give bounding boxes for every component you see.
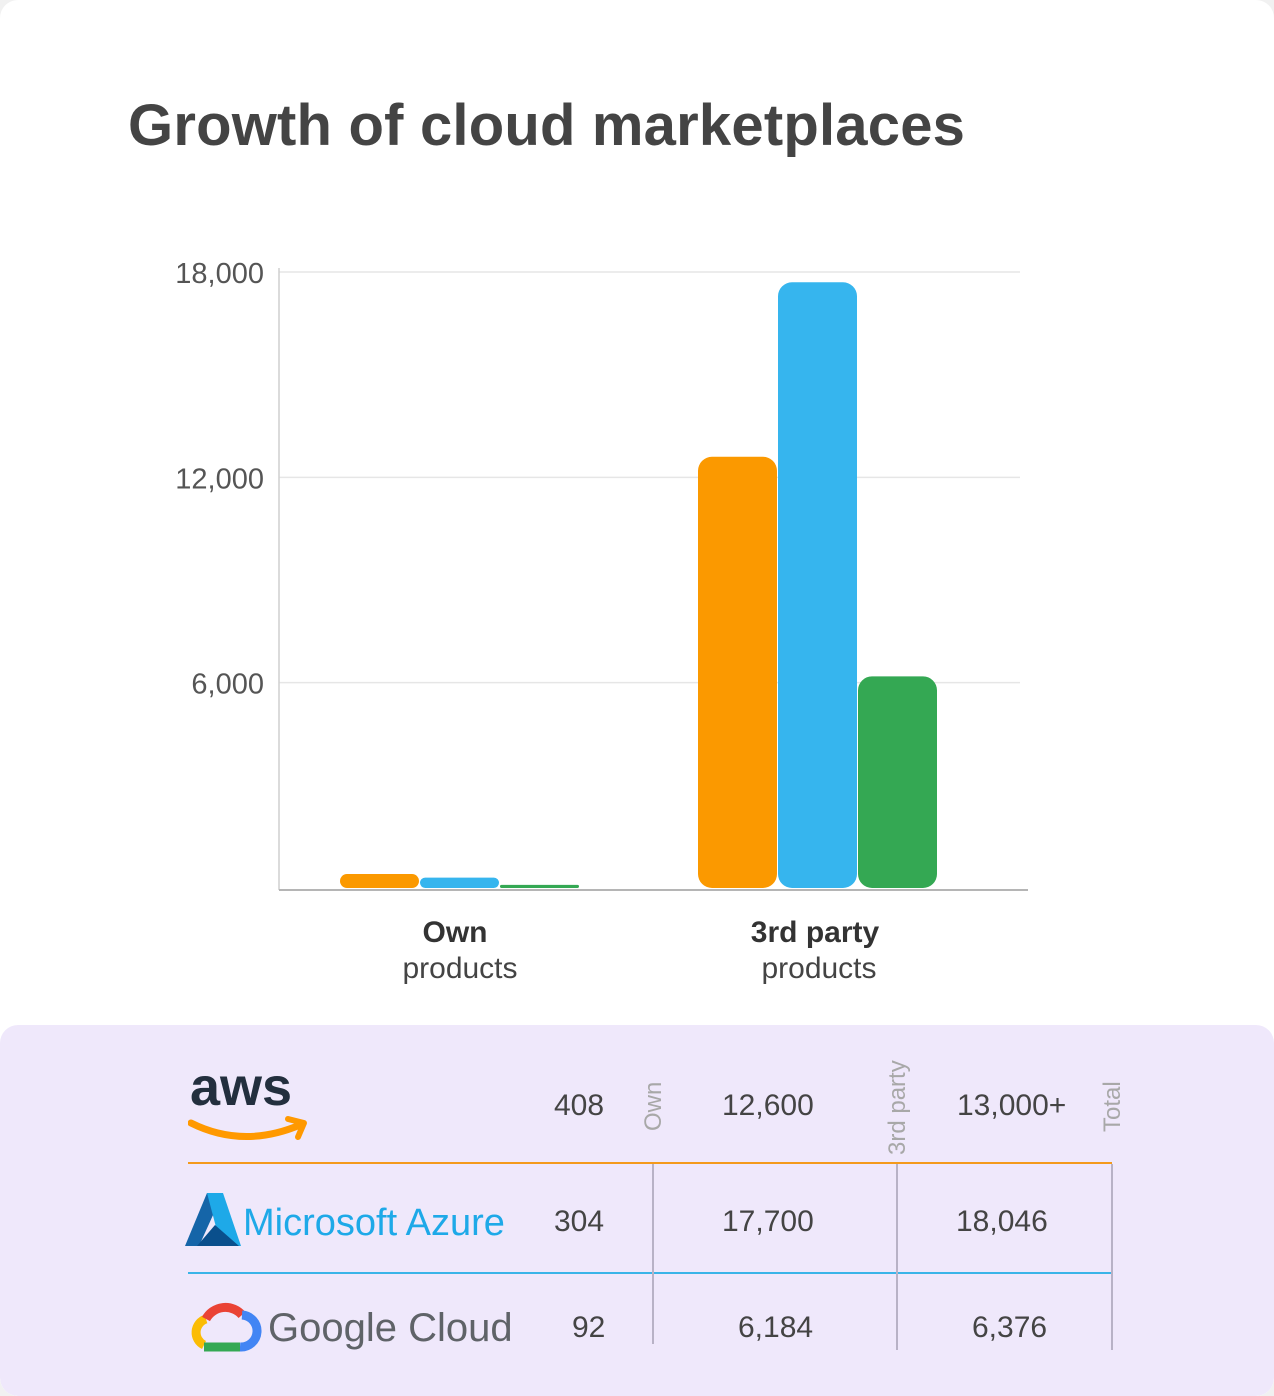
azure-third-value: 17,700: [722, 1205, 814, 1238]
header-own: Own: [640, 1081, 667, 1131]
azure-logo-text: Microsoft Azure: [243, 1202, 505, 1244]
y-axis-ticks: 6,000 12,000 18,000: [175, 258, 264, 701]
chart-title: Growth of cloud marketplaces: [128, 93, 966, 158]
bars: [340, 282, 937, 888]
y-tick-label: 18,000: [175, 258, 264, 290]
column-divider-total: [1111, 1164, 1113, 1350]
category-label-third-normal: products: [761, 952, 877, 985]
aws-own-value: 408: [554, 1089, 605, 1122]
y-tick-label: 6,000: [191, 669, 264, 701]
comparison-table: aws Microsoft Azure Google Cloud: [0, 1025, 1274, 1396]
google-third-value: 6,184: [738, 1311, 814, 1344]
header-third-party: 3rd party: [884, 1060, 911, 1155]
aws-logo-text: aws: [190, 1061, 292, 1117]
category-label-own-normal: products: [402, 952, 518, 985]
google-cloud-logo: Google Cloud: [190, 1299, 530, 1364]
bar: [340, 874, 419, 888]
bar-chart: 6,000 12,000 18,000: [175, 258, 1028, 891]
y-tick-label: 12,000: [175, 463, 264, 495]
google-cloud-logo-text: Google Cloud: [268, 1306, 513, 1350]
azure-own-value: 304: [554, 1205, 605, 1238]
bar: [778, 282, 857, 888]
azure-total-value: 18,046: [956, 1205, 1048, 1238]
category-label-third-bold: 3rd party: [750, 916, 880, 949]
category-label-own-bold: Own: [422, 916, 488, 949]
header-total: Total: [1099, 1081, 1126, 1132]
grid-lines: [279, 271, 1020, 684]
aws-logo: aws: [187, 1057, 313, 1148]
bar: [500, 884, 579, 888]
bar: [698, 456, 777, 888]
row-divider-azure: [188, 1272, 1112, 1274]
row-divider-aws: [188, 1162, 1112, 1164]
column-divider-own: [652, 1164, 654, 1344]
column-divider-third: [896, 1164, 898, 1350]
google-total-value: 6,376: [972, 1311, 1048, 1344]
azure-logo: Microsoft Azure: [185, 1191, 525, 1254]
google-own-value: 92: [572, 1311, 606, 1344]
bar: [858, 676, 937, 888]
bar: [420, 877, 499, 888]
aws-total-value: 13,000+: [957, 1089, 1067, 1122]
aws-third-value: 12,600: [722, 1089, 814, 1122]
